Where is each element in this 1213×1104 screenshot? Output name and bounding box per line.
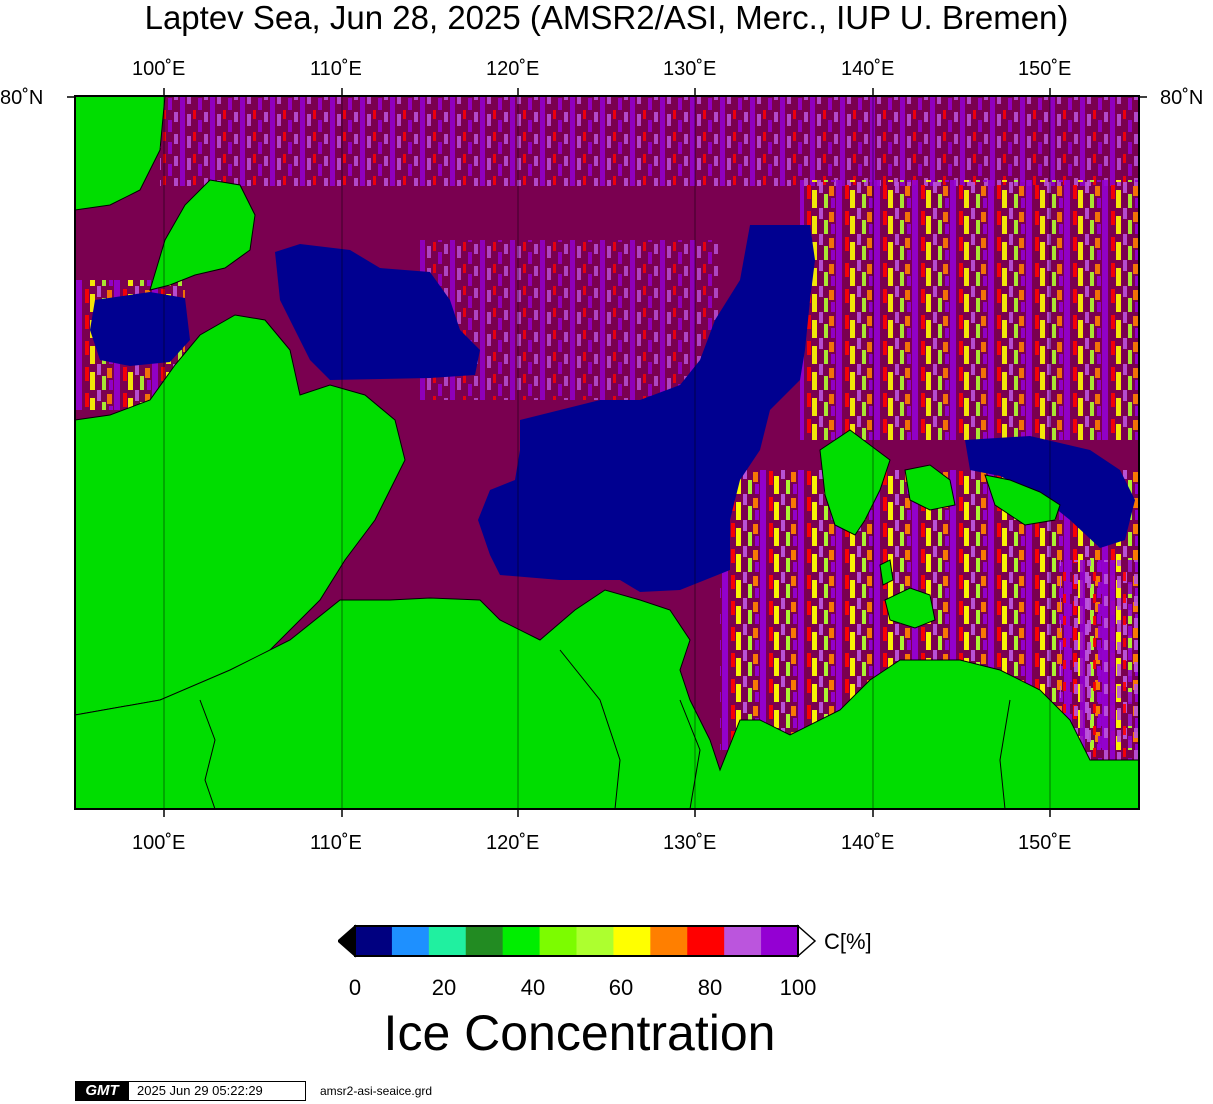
colorbar-segment-11: [761, 926, 799, 956]
rivers: [199, 649, 1011, 809]
ice-band-center: [420, 240, 720, 400]
colorbar-tick-40: 40: [520, 975, 546, 1000]
lon-label-top-150: 150˚E: [1018, 58, 1072, 80]
lon-label-bottom-100: 100˚E: [132, 832, 186, 854]
lat-label-left: 80˚N: [0, 87, 44, 109]
colorbar-low-triangle: [338, 924, 356, 958]
ice-concentration-map: [67, 88, 1147, 817]
grid-file-name: amsr2-asi-seaice.grd: [320, 1084, 433, 1098]
timestamp: 2025 Jun 29 05:22:29: [129, 1081, 306, 1101]
bolshoy-lyakhovsky: [884, 587, 936, 629]
low-ice-northwest: [90, 292, 190, 366]
colorbar-label: Ice Concentration: [383, 1005, 776, 1061]
colorbar-unit: C[%]: [824, 929, 872, 954]
colorbar-high-triangle: [797, 924, 817, 958]
lon-label-bottom-110: 110˚E: [310, 832, 362, 854]
small-island: [879, 559, 894, 586]
colorbar-tick-20: 20: [431, 975, 457, 1000]
new-siberian-island-3: [984, 474, 1061, 526]
lon-label-bottom-130: 130˚E: [663, 832, 717, 854]
colorbar-segment-10: [724, 926, 762, 956]
colorbar-tick-100: 100: [779, 975, 817, 1000]
colorbar-tick-0: 0: [348, 975, 362, 1000]
lon-label-top-110: 110˚E: [310, 58, 362, 80]
gmt-logo: GMT: [75, 1081, 129, 1101]
lon-label-top-120: 120˚E: [486, 58, 540, 80]
colorbar-segment-7: [613, 926, 651, 956]
colorbar-segment-8: [650, 926, 688, 956]
low-ice-central: [478, 225, 815, 592]
graticule: [163, 96, 1051, 809]
ice-band-northeast: [800, 180, 1139, 440]
colorbar-segment-2: [428, 926, 467, 956]
colorbar-tick-60: 60: [608, 975, 634, 1000]
new-siberian-island-1: [819, 429, 891, 536]
lon-label-bottom-140: 140˚E: [841, 832, 895, 854]
severnaya-zemlya-west: [75, 96, 166, 211]
lon-label-top-130: 130˚E: [663, 58, 717, 80]
ice-band-north: [160, 96, 1139, 186]
colorbar-segment-9: [687, 926, 725, 956]
lat-label-right: 80˚N: [1160, 87, 1204, 109]
colorbar-segment-0: [355, 926, 393, 956]
colorbar-segment-3: [465, 926, 504, 956]
colorbar-tick-80: 80: [697, 975, 723, 1000]
lon-label-top-140: 140˚E: [841, 58, 895, 80]
lon-label-top-100: 100˚E: [132, 58, 186, 80]
severnaya-zemlya-island: [149, 179, 256, 291]
lon-label-bottom-150: 150˚E: [1018, 832, 1072, 854]
lon-label-bottom-120: 120˚E: [486, 832, 540, 854]
tick-marks: [67, 88, 1147, 817]
map-title: Laptev Sea, Jun 28, 2025 (AMSR2/ASI, Mer…: [144, 0, 1069, 36]
map-frame: [74, 95, 1140, 810]
low-ice-west: [275, 244, 480, 380]
colorbar: [338, 924, 817, 958]
colorbar-segment-5: [539, 926, 577, 956]
colorbar-segment-6: [576, 926, 614, 956]
colorbar-segment-4: [502, 926, 541, 956]
footer: GMT 2025 Jun 29 05:22:29 amsr2-asi-seaic…: [75, 1081, 432, 1101]
colorbar-segment-1: [391, 926, 430, 956]
colorbar-frame: [354, 925, 799, 957]
new-siberian-island-2: [904, 464, 956, 511]
